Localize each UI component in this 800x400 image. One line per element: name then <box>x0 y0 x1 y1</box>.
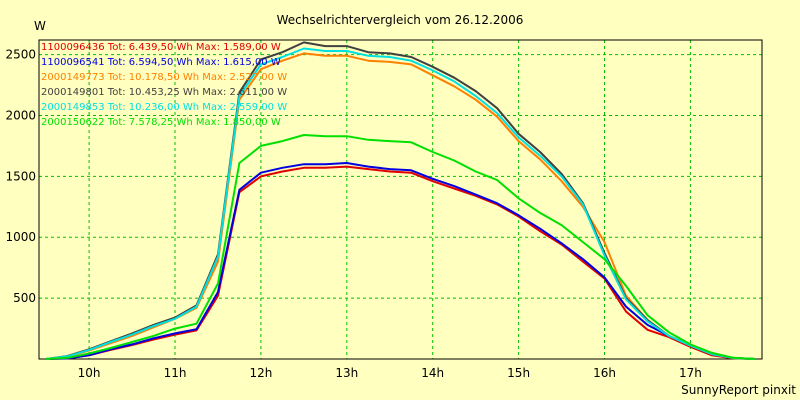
x-tick-label: 16h <box>593 366 616 380</box>
legend-entry: 2000149773 Tot: 10.178,50 Wh Max: 2.527,… <box>41 72 287 83</box>
footer-credit: SunnyReport pinxit <box>681 383 796 397</box>
y-tick-label: 2500 <box>5 48 36 62</box>
legend-entry: 1100096541 Tot: 6.594,50 Wh Max: 1.615,0… <box>41 57 281 68</box>
series-line-1100096436 <box>46 165 755 360</box>
y-axis-unit: W <box>34 19 46 33</box>
series-line-1100096541 <box>46 162 755 360</box>
legend-entry: 1100096436 Tot: 6.439,50 Wh Max: 1.589,0… <box>41 42 281 53</box>
series-group <box>46 41 755 360</box>
series-line-2000149853 <box>46 47 755 360</box>
series-line-2000150622 <box>46 134 755 360</box>
legend-entry: 2000149801 Tot: 10.453,25 Wh Max: 2.611,… <box>41 87 287 98</box>
x-tick-label: 14h <box>421 366 444 380</box>
y-tick-label: 1000 <box>5 230 36 244</box>
y-tick-label: 500 <box>13 291 36 305</box>
legend-entry: 2000149853 Tot: 10.236,00 Wh Max: 2.559,… <box>41 102 287 113</box>
x-tick-label: 11h <box>164 366 187 380</box>
legend: 1100096436 Tot: 6.439,50 Wh Max: 1.589,0… <box>41 42 287 128</box>
y-tick-label: 2000 <box>5 108 36 122</box>
x-tick-label: 15h <box>507 366 530 380</box>
axes: 500 1000 1500 2000 2500 10h 11h 12h 13h 14h 15h 16h… <box>5 39 763 380</box>
x-tick-label: 10h <box>78 366 101 380</box>
chart-title: Wechselrichtervergleich vom 26.12.2006 <box>277 13 524 27</box>
grid <box>39 40 762 359</box>
x-tick-label: 13h <box>335 366 358 380</box>
legend-entry: 2000150622 Tot: 7.578,25 Wh Max: 1.850,0… <box>41 117 281 128</box>
y-tick-label: 1500 <box>5 169 36 183</box>
plot-frame <box>38 39 763 360</box>
x-tick-label: 12h <box>249 366 272 380</box>
x-tick-label: 17h <box>679 366 702 380</box>
